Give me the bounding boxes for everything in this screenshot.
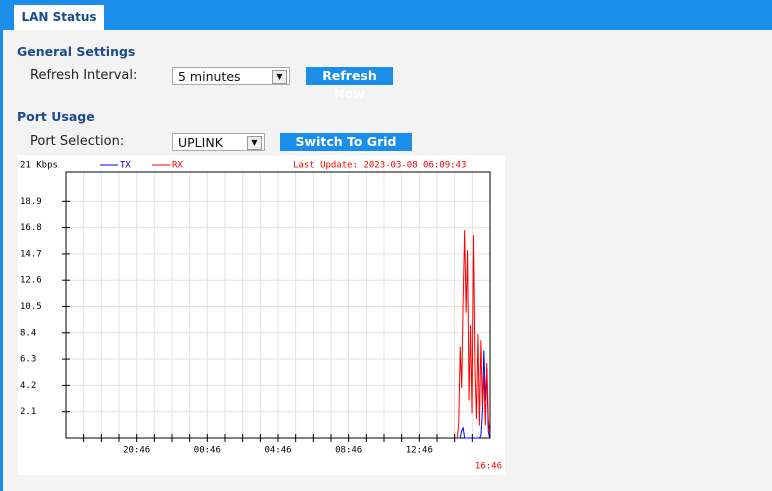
select[interactable]: UPLINK ▼ [172,133,265,151]
select-arrow: ▼ [272,70,287,84]
y-tick-label: 18.9 [20,197,42,207]
tab[interactable]: LAN Status [14,5,104,30]
select-arrow: ▼ [247,136,262,150]
plot-frame [65,171,491,439]
x-tick-label: 08:46 [335,446,362,456]
y-axis-unit: 21 Kbps [20,161,58,171]
annotation: Last Update: 2023-03-08 06:09:43 [293,161,466,171]
series-line [456,230,491,439]
top-bar [0,0,772,30]
field-label: Port Selection: [30,134,125,149]
x-tick-label: 20:46 [123,446,150,456]
y-tick-label: 10.5 [20,302,42,312]
x-tick-label: 00:46 [194,446,221,456]
left-bar [0,0,3,491]
field-label: Refresh Interval: [30,68,138,83]
y-tick-label: 4.2 [20,381,36,391]
section-heading: General Settings [17,44,136,59]
select[interactable]: 5 minutes ▼ [172,67,290,85]
select-value: UPLINK [178,135,223,150]
y-tick-label: 12.6 [20,276,42,286]
select-value: 5 minutes [178,69,241,84]
series-line [457,350,491,439]
button[interactable]: Refresh Now [306,67,393,101]
y-tick-label: 8.4 [20,328,36,338]
chart: 2.1 4.2 6.3 8.4 10.5 12.6 14.7 16.8 18.9 21 Kbps 2… [18,155,505,475]
y-tick-label: 6.3 [20,355,36,365]
legend-label: TX [120,161,131,171]
x-tick-label: 12:46 [406,446,433,456]
section-heading: Port Usage [17,109,95,124]
y-tick-label: 16.8 [20,223,42,233]
y-tick-label: 14.7 [20,249,42,259]
legend-label: RX [172,161,183,171]
x-end-label: 16:46 [475,462,502,472]
y-tick-label: 2.1 [20,407,36,417]
button[interactable]: Switch To Grid View [280,133,412,167]
x-tick-label: 04:46 [264,446,291,456]
